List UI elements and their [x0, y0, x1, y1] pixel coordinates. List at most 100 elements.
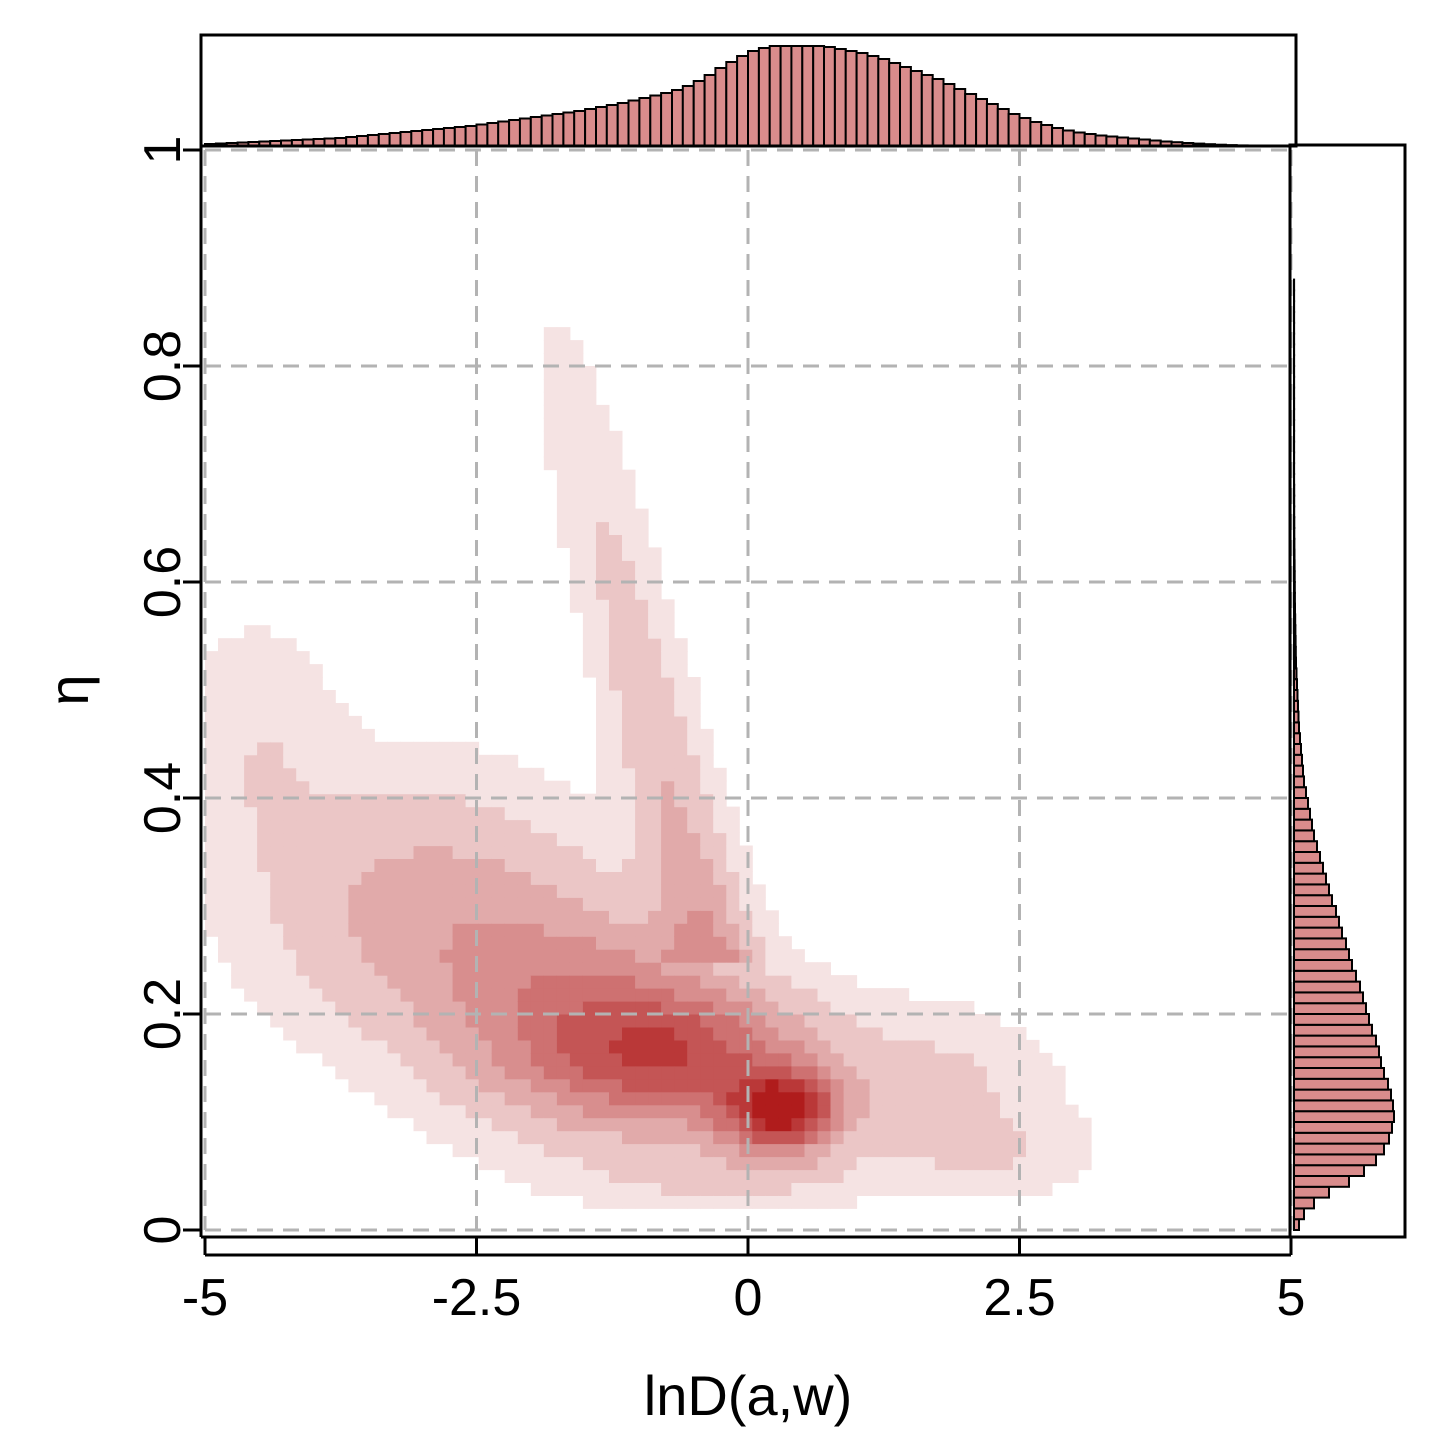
heatmap-cell — [582, 391, 597, 406]
heatmap-cell — [387, 962, 401, 976]
heatmap-cell — [426, 988, 440, 1002]
right-histogram-bar — [1293, 732, 1301, 746]
heatmap-cell — [882, 1156, 897, 1171]
heatmap-cell — [582, 417, 597, 432]
heatmap-cell — [1000, 1117, 1014, 1132]
heatmap-cell — [752, 1195, 766, 1209]
heatmap-cell — [791, 1104, 805, 1119]
heatmap-cell — [205, 690, 219, 704]
heatmap-cell — [1065, 1104, 1079, 1119]
heatmap-cell — [374, 1001, 388, 1015]
heatmap-cell — [231, 806, 245, 821]
heatmap-cell — [582, 1169, 597, 1183]
heatmap-cell — [478, 923, 493, 937]
heatmap-cell — [973, 1052, 988, 1067]
heatmap-cell — [622, 547, 636, 561]
heatmap-cell — [765, 1195, 779, 1209]
heatmap-cell — [713, 858, 727, 872]
heatmap-cell — [661, 664, 675, 678]
heatmap-cell — [622, 845, 636, 859]
heatmap-cell — [895, 1117, 910, 1132]
heatmap-cell — [1013, 1156, 1027, 1171]
heatmap-cell — [687, 741, 701, 756]
top-histogram-bar — [453, 126, 467, 147]
heatmap-cell — [413, 949, 427, 963]
heatmap-cell — [609, 1130, 623, 1145]
right-histogram-bar — [1293, 1099, 1394, 1113]
heatmap-cell — [609, 1104, 623, 1119]
heatmap-cell — [335, 754, 349, 769]
heatmap-cell — [374, 832, 388, 847]
heatmap-cell — [739, 845, 753, 859]
heatmap-cell — [205, 819, 219, 834]
heatmap-cell — [622, 534, 636, 548]
top-histogram-bar — [573, 110, 587, 147]
heatmap-cell — [439, 780, 454, 795]
heatmap-cell — [713, 910, 727, 924]
top-histogram-bar — [768, 45, 782, 147]
heatmap-cell — [348, 962, 362, 976]
heatmap-cell — [335, 923, 349, 937]
heatmap-cell — [674, 780, 688, 795]
heatmap-cell — [582, 379, 597, 393]
top-histogram-bar — [551, 113, 565, 147]
heatmap-cell — [661, 1156, 675, 1171]
heatmap-cell — [674, 1078, 688, 1093]
heatmap-cell — [361, 741, 375, 756]
heatmap-cell — [609, 1143, 623, 1158]
heatmap-cell — [739, 1130, 753, 1145]
heatmap-cell — [374, 767, 388, 782]
heatmap-cell — [622, 819, 636, 834]
heatmap-cell — [804, 1027, 818, 1041]
heatmap-cell — [700, 1156, 714, 1171]
heatmap-cell — [934, 1169, 949, 1183]
heatmap-cell — [609, 430, 623, 445]
heatmap-cell — [947, 1104, 962, 1119]
heatmap-cell — [804, 1143, 818, 1158]
heatmap-cell — [869, 1078, 884, 1093]
heatmap-cell — [530, 1156, 545, 1171]
heatmap-cell — [218, 858, 232, 872]
heatmap-cell — [765, 1156, 779, 1171]
heatmap-cell — [765, 910, 779, 924]
top-histogram-bar — [1040, 124, 1054, 147]
heatmap-cell — [543, 1091, 558, 1106]
heatmap-cell — [700, 806, 714, 821]
heatmap-cell — [517, 1052, 532, 1067]
heatmap-cell — [700, 884, 714, 898]
right-histogram-bar — [1293, 1034, 1377, 1048]
heatmap-cell — [530, 1078, 545, 1093]
heatmap-cell — [439, 1130, 454, 1145]
heatmap-cell — [530, 1169, 545, 1183]
heatmap-cell — [582, 832, 597, 847]
heatmap-cell — [296, 1014, 310, 1028]
heatmap-cell — [244, 690, 258, 704]
heatmap-cell — [648, 988, 662, 1002]
heatmap-cell — [205, 923, 219, 937]
heatmap-cell — [283, 897, 297, 911]
top-histogram-bar — [442, 127, 456, 147]
heatmap-cell — [648, 923, 662, 937]
heatmap-cell — [817, 988, 831, 1002]
heatmap-cell — [283, 715, 297, 730]
heatmap-cell — [400, 1001, 414, 1015]
heatmap-cell — [361, 793, 375, 808]
heatmap-cell — [687, 1027, 701, 1041]
heatmap-cell — [569, 1065, 584, 1080]
heatmap-cell — [596, 560, 610, 574]
heatmap-cell — [973, 1091, 988, 1106]
heatmap-cell — [726, 897, 740, 911]
heatmap-cell — [335, 793, 349, 808]
top-histogram-bar — [681, 85, 695, 147]
heatmap-cell — [348, 832, 362, 847]
top-histogram-bar — [508, 119, 522, 147]
heatmap-cell — [530, 1117, 545, 1132]
heatmap-cell — [439, 1039, 454, 1054]
heatmap-cell — [687, 1182, 701, 1196]
heatmap-cell — [817, 1065, 831, 1080]
heatmap-cell — [609, 715, 623, 730]
heatmap-cell — [205, 767, 219, 782]
heatmap-cell — [231, 897, 245, 911]
top-histogram-bar — [399, 131, 413, 147]
heatmap-cell — [960, 1182, 975, 1196]
